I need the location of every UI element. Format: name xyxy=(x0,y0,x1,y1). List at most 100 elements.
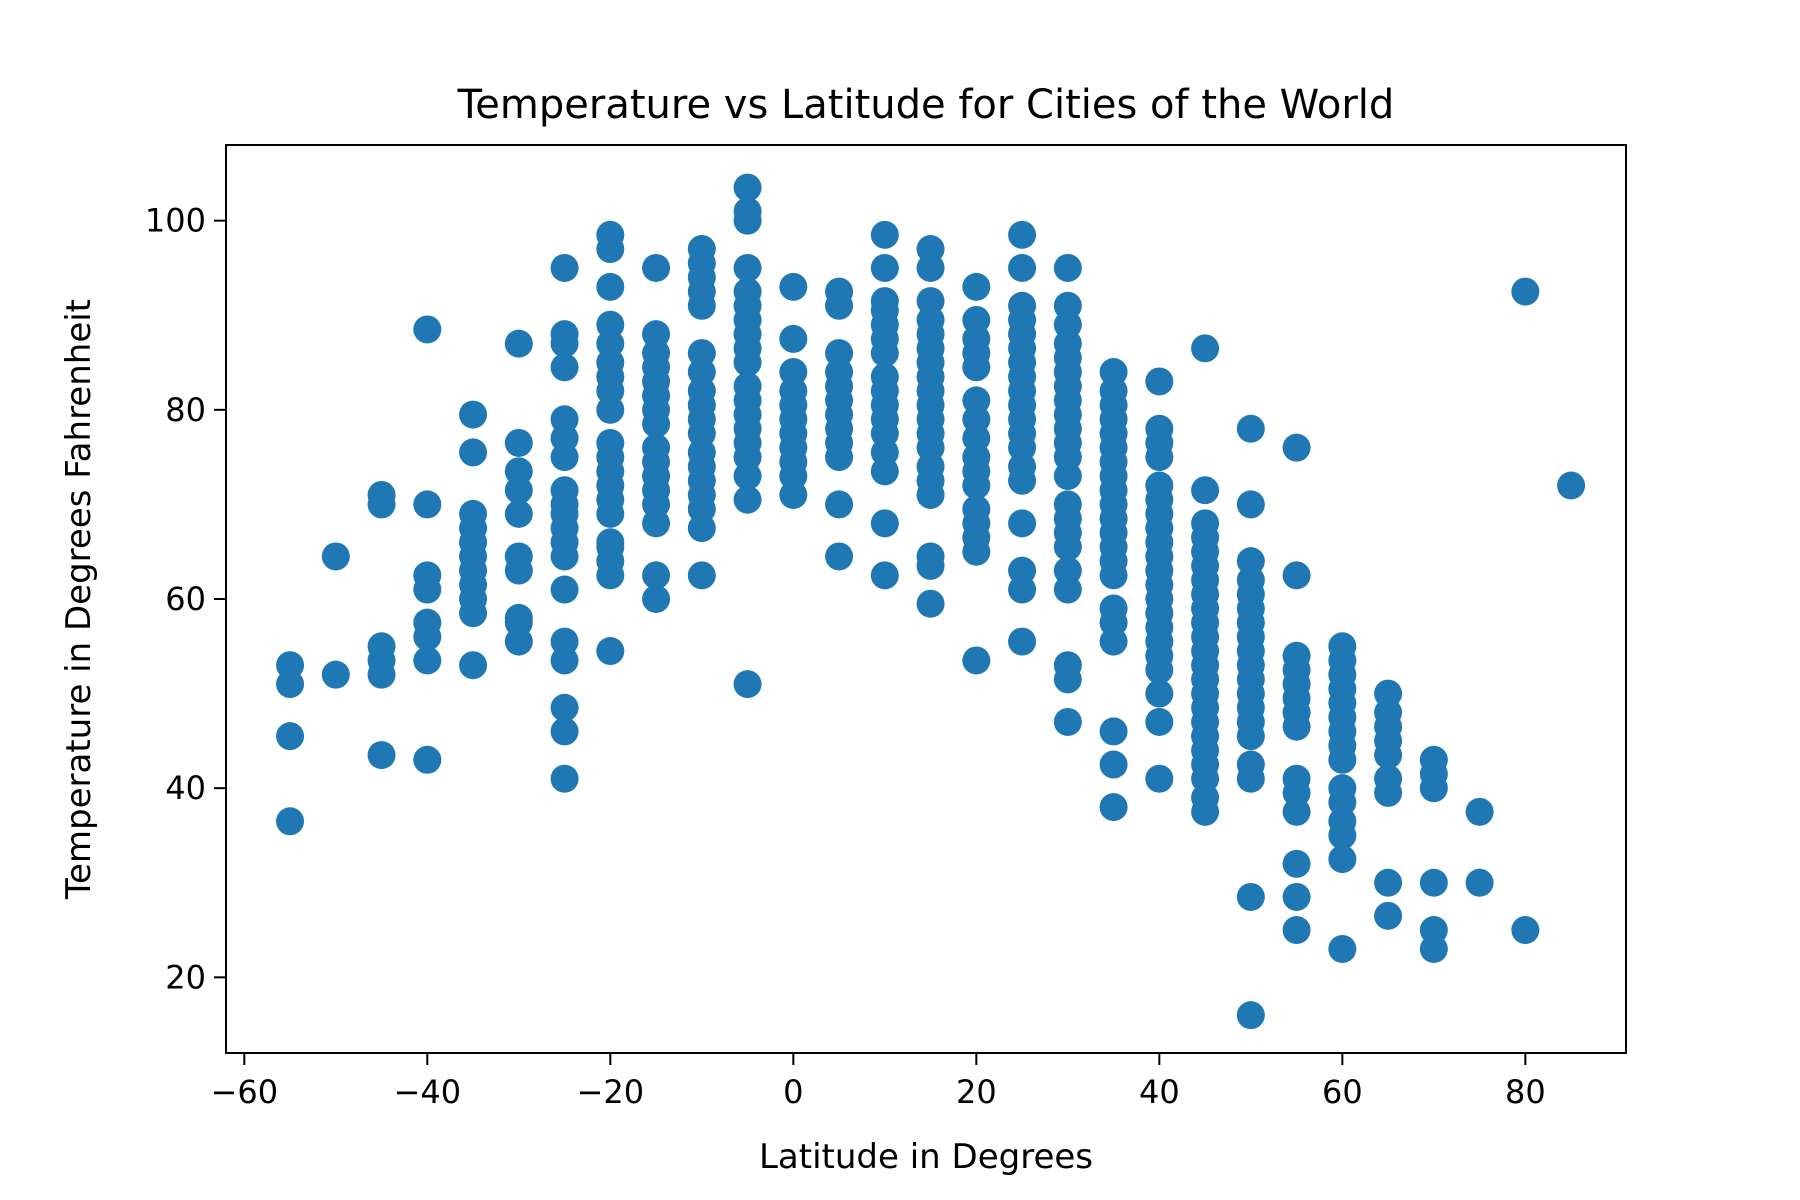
data-point xyxy=(916,589,945,618)
data-point xyxy=(596,220,625,249)
data-point xyxy=(1511,277,1540,306)
data-point xyxy=(1236,1001,1265,1030)
data-point xyxy=(1236,882,1265,911)
data-point xyxy=(733,372,762,401)
data-point xyxy=(1236,490,1265,519)
data-point xyxy=(1099,750,1128,779)
data-point xyxy=(1053,490,1082,519)
data-point xyxy=(962,495,991,524)
y-tick-label: 80 xyxy=(165,391,206,429)
data-point xyxy=(276,651,305,680)
x-axis-label: Latitude in Degrees xyxy=(759,1137,1093,1177)
data-point xyxy=(550,253,579,282)
data-point xyxy=(1053,707,1082,736)
data-point xyxy=(733,173,762,202)
data-point xyxy=(413,561,442,590)
data-point xyxy=(1419,868,1448,897)
data-point xyxy=(596,637,625,666)
data-point xyxy=(1557,471,1586,500)
data-point xyxy=(1099,594,1128,623)
data-point xyxy=(459,499,488,528)
data-point xyxy=(642,320,671,349)
data-point xyxy=(1145,414,1174,443)
data-point xyxy=(870,561,899,590)
data-point xyxy=(1053,291,1082,320)
data-point xyxy=(779,272,808,301)
data-point xyxy=(1419,745,1448,774)
data-point xyxy=(550,353,579,382)
data-point xyxy=(1236,547,1265,576)
data-point xyxy=(1282,433,1311,462)
data-point xyxy=(1282,764,1311,793)
data-point xyxy=(962,272,991,301)
data-point xyxy=(962,305,991,334)
data-point xyxy=(550,627,579,656)
data-point xyxy=(1328,845,1357,874)
y-tick-label: 20 xyxy=(165,958,206,996)
data-point xyxy=(321,660,350,689)
data-point xyxy=(642,433,671,462)
x-tick-label: 0 xyxy=(783,1073,803,1111)
data-point xyxy=(1008,509,1037,538)
x-tick-label: −60 xyxy=(211,1073,279,1111)
data-point xyxy=(596,272,625,301)
data-point xyxy=(825,277,854,306)
data-point xyxy=(1145,679,1174,708)
data-point xyxy=(1099,717,1128,746)
data-point xyxy=(367,480,396,509)
data-point xyxy=(687,339,716,368)
data-point xyxy=(1008,253,1037,282)
data-point xyxy=(733,670,762,699)
data-point xyxy=(1374,868,1403,897)
data-point xyxy=(870,253,899,282)
data-point xyxy=(1419,916,1448,945)
data-point xyxy=(1008,556,1037,585)
data-point xyxy=(733,197,762,226)
data-point xyxy=(870,287,899,316)
data-point xyxy=(596,528,625,557)
data-point xyxy=(1374,764,1403,793)
data-point xyxy=(1099,358,1128,386)
data-point xyxy=(870,509,899,538)
data-point xyxy=(1145,707,1174,736)
data-point xyxy=(1008,291,1037,320)
data-point xyxy=(550,320,579,349)
y-axis-label: Temperature in Degrees Fahrenheit xyxy=(59,299,99,900)
data-point xyxy=(596,310,625,339)
data-point xyxy=(1145,471,1174,500)
data-point xyxy=(1374,901,1403,930)
data-point xyxy=(687,235,716,264)
data-point xyxy=(962,386,991,415)
data-point xyxy=(550,405,579,434)
data-point xyxy=(1465,797,1494,826)
data-point xyxy=(1191,509,1220,538)
x-tick-label: 40 xyxy=(1139,1073,1180,1111)
data-point xyxy=(413,490,442,519)
data-point xyxy=(1053,556,1082,585)
data-point xyxy=(1053,651,1082,680)
data-point xyxy=(504,428,533,457)
data-point xyxy=(825,542,854,571)
data-point xyxy=(916,235,945,264)
x-tick-label: −20 xyxy=(577,1073,645,1111)
data-point xyxy=(1236,750,1265,779)
data-point xyxy=(413,315,442,344)
data-point xyxy=(642,253,671,282)
y-tick-label: 40 xyxy=(165,769,206,807)
data-point xyxy=(733,253,762,282)
x-tick-label: −40 xyxy=(394,1073,462,1111)
data-point xyxy=(642,585,671,613)
data-point xyxy=(550,717,579,746)
data-point xyxy=(1282,916,1311,945)
data-point xyxy=(733,485,762,514)
data-point xyxy=(825,339,854,368)
data-point xyxy=(642,561,671,590)
data-point xyxy=(1282,561,1311,590)
data-point xyxy=(504,499,533,528)
x-axis-ticks: −60 −40 −20 0 20 40 60 80 xyxy=(211,1053,1546,1111)
data-points xyxy=(276,173,1586,1030)
data-point xyxy=(321,542,350,571)
data-point xyxy=(1282,849,1311,878)
